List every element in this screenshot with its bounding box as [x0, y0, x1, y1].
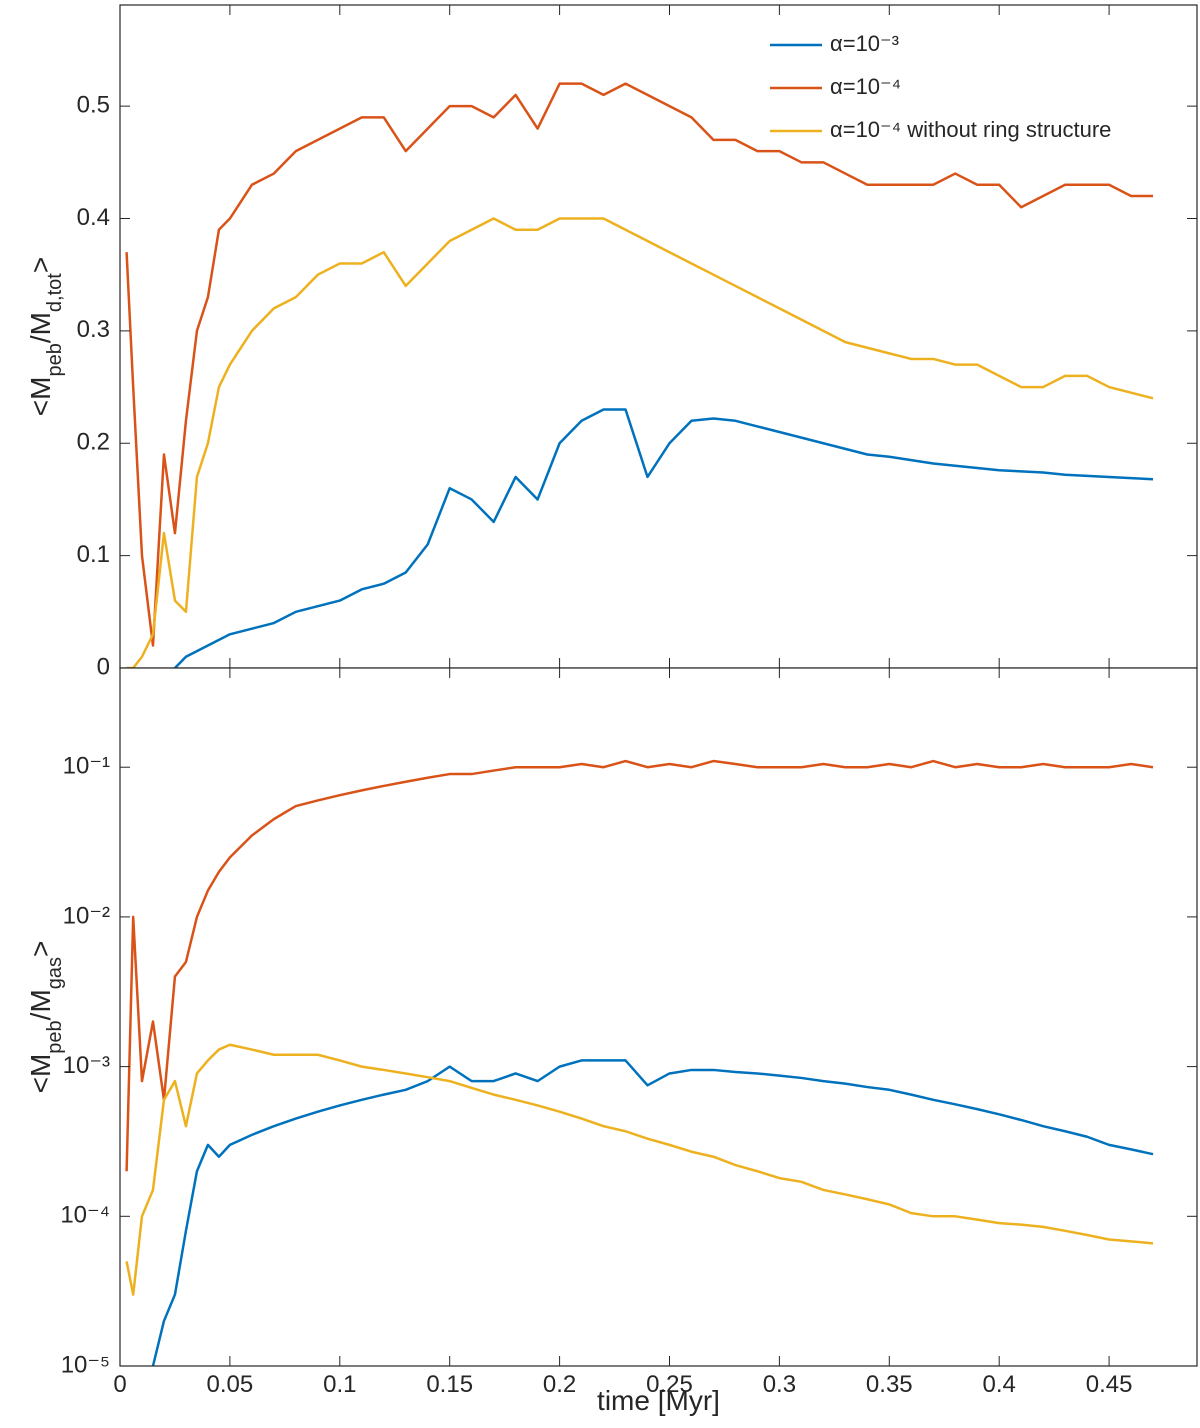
legend-label: α=10⁻⁴ without ring structure: [830, 117, 1111, 142]
y-axis-label-part: d,tot: [44, 273, 66, 312]
x-tick-label: 0.05: [207, 1371, 254, 1398]
axes-box: [119, 667, 1198, 1367]
data-line: [126, 217, 1154, 668]
plot-background: [120, 668, 1197, 1366]
y-axis-label-part: <M: [25, 1054, 56, 1094]
y-tick-label: 10⁻³: [63, 1052, 110, 1079]
data-line: [125, 759, 1154, 1172]
x-axis-label: time [Myr]: [597, 1385, 720, 1416]
y-axis-label: <Mpeb/Mgas>: [25, 941, 66, 1094]
y-tick-label: 0.5: [77, 91, 110, 118]
x-tick-label: 0.1: [323, 1371, 356, 1398]
plot-background: [120, 5, 1197, 668]
legend-label: α=10⁻³: [830, 31, 899, 56]
x-tick-label: 0.45: [1086, 1371, 1133, 1398]
y-axis-label: <Mpeb/Md,tot>: [25, 257, 66, 416]
y-tick-label: 10⁻⁴: [60, 1202, 110, 1229]
x-tick-label: 0: [113, 1371, 126, 1398]
y-axis-label-part: gas: [44, 957, 66, 989]
y-tick-label: 10⁻⁵: [61, 1351, 110, 1378]
legend-label: α=10⁻⁴: [830, 74, 901, 99]
x-tick-label: 0.2: [543, 1371, 576, 1398]
plot-area: [125, 759, 1154, 1366]
x-tick-label: 0.15: [426, 1371, 473, 1398]
y-tick-label: 0.1: [77, 541, 110, 568]
y-tick-label: 0.2: [77, 429, 110, 456]
y-axis-label-part: peb: [44, 1020, 66, 1053]
y-tick-label: 10⁻²: [63, 902, 110, 929]
data-line: [125, 82, 1154, 647]
x-tick-label: 0.35: [866, 1371, 913, 1398]
data-line: [151, 1059, 1154, 1366]
y-axis-label-part: /M: [25, 312, 56, 343]
y-axis-label-part: <M: [25, 377, 56, 417]
y-tick-label: 0: [97, 653, 110, 680]
y-tick-label: 0.4: [77, 204, 110, 231]
data-line: [125, 1043, 1154, 1296]
data-line: [174, 408, 1154, 668]
x-tick-label: 0.3: [763, 1371, 796, 1398]
y-axis-label-part: /M: [25, 989, 56, 1020]
y-axis-label-part: >: [25, 941, 56, 957]
x-tick-label: 0.25: [646, 1371, 693, 1398]
x-tick-label: 0.4: [982, 1371, 1015, 1398]
y-tick-label: 0.3: [77, 316, 110, 343]
plot-area: [125, 82, 1154, 668]
y-axis-label-part: peb: [44, 343, 66, 376]
y-tick-label: 10⁻¹: [63, 753, 110, 780]
y-axis-label-part: >: [25, 257, 56, 273]
